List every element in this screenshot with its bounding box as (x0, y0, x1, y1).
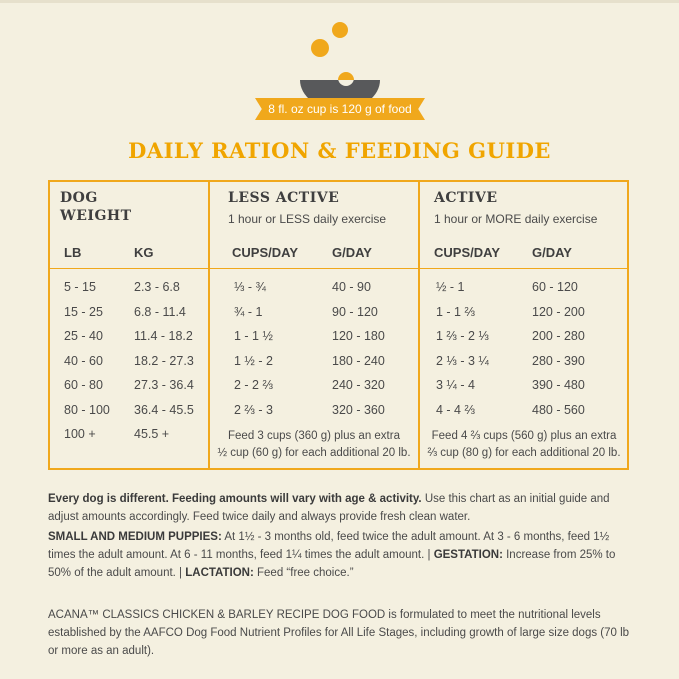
page-title: DAILY RATION & FEEDING GUIDE (128, 138, 551, 163)
bold-text: LACTATION: (185, 567, 254, 579)
table-cell: 36.4 - 45.5 (134, 402, 194, 417)
note-line: Feed 4 ⅔ cups (560 g) plus an extra (431, 430, 617, 442)
text: Use this chart as an initial guide and a… (48, 493, 610, 523)
table-cell: 2 ⅔ - 3 (234, 402, 273, 417)
note-line: ½ cup (60 g) for each additional 20 lb. (217, 447, 411, 459)
column-divider (418, 182, 420, 468)
table-cell: 11.4 - 18.2 (134, 329, 193, 343)
table-cell: 15 - 25 (64, 304, 103, 319)
active-cups-header: CUPS/DAY (434, 245, 500, 260)
table-cell: 200 - 280 (532, 329, 585, 343)
puppy-gestation-guidance: SMALL AND MEDIUM PUPPIES: At 1½ - 3 mont… (48, 528, 638, 582)
header-divider (50, 268, 627, 269)
bold-text: GESTATION: (433, 549, 503, 561)
table-cell: 45.5 + (134, 427, 170, 441)
bold-text: SMALL AND MEDIUM PUPPIES: (48, 531, 222, 543)
bowl-with-kibble-icon (300, 22, 380, 98)
active-note: Feed 4 ⅔ cups (560 g) plus an extra ⅔ cu… (420, 428, 628, 462)
table-cell: 480 - 560 (532, 402, 585, 417)
less-cups-header: CUPS/DAY (232, 245, 298, 260)
table-cell: 40 - 90 (332, 280, 371, 294)
column-divider (208, 182, 210, 468)
table-cell: 1 ⅔ - 2 ⅓ (436, 329, 489, 343)
text: At 1½ - 3 months old, feed twice the adu… (48, 531, 610, 561)
table-cell: 60 - 120 (532, 280, 578, 294)
table-cell: 25 - 40 (64, 329, 103, 343)
active-subtitle: 1 hour or MORE daily exercise (434, 212, 598, 226)
table-cell: 27.3 - 36.4 (134, 378, 194, 392)
table-cell: 320 - 360 (332, 402, 385, 417)
less-active-note: Feed 3 cups (360 g) plus an extra ½ cup … (210, 428, 418, 462)
kg-header: KG (134, 245, 154, 260)
table-cell: ½ - 1 (436, 280, 465, 294)
table-cell: 90 - 120 (332, 304, 378, 319)
table-cell: 18.2 - 27.3 (134, 353, 194, 368)
less-active-title: LESS ACTIVE (228, 190, 340, 206)
table-cell: 3 ¼ - 4 (436, 378, 475, 392)
table-cell: 180 - 240 (332, 353, 385, 368)
general-guidance: Every dog is different. Feeding amounts … (48, 490, 638, 526)
table-cell: 1 - 1 ⅔ (436, 304, 475, 319)
less-active-subtitle: 1 hour or LESS daily exercise (228, 212, 387, 226)
table-cell: 120 - 200 (532, 304, 585, 319)
less-g-header: G/DAY (332, 245, 372, 260)
table-cell: 2 - 2 ⅔ (234, 378, 273, 392)
text: Increase from 25% to 50% of the adult am… (48, 549, 616, 579)
table-cell: ⅓ - ¾ (234, 280, 266, 294)
table-cell: 280 - 390 (532, 353, 585, 368)
active-title: ACTIVE (434, 190, 498, 206)
table-cell: 80 - 100 (64, 402, 110, 417)
table-cell: 40 - 60 (64, 353, 103, 368)
table-cell: 390 - 480 (532, 378, 585, 392)
feeding-table: DOG WEIGHT LESS ACTIVE 1 hour or LESS da… (48, 180, 629, 470)
note-line: Feed 3 cups (360 g) plus an extra (228, 430, 400, 442)
text: Feed “free choice.” (253, 567, 354, 579)
table-cell: 2.3 - 6.8 (134, 280, 180, 294)
top-divider (0, 0, 679, 3)
table-cell: 100 + (64, 427, 96, 441)
dog-weight-title: DOG (60, 190, 98, 206)
cup-size-banner: 8 fl. oz cup is 120 g of food (255, 98, 425, 120)
table-cell: 1 - 1 ½ (234, 329, 273, 343)
dog-weight-title-2: WEIGHT (60, 208, 132, 224)
note-line: ⅔ cup (80 g) for each additional 20 lb. (427, 447, 621, 459)
aafco-statement: ACANA™ CLASSICS CHICKEN & BARLEY RECIPE … (48, 609, 630, 657)
active-g-header: G/DAY (532, 245, 572, 260)
table-cell: 240 - 320 (332, 378, 385, 392)
table-cell: 6.8 - 11.4 (134, 304, 186, 319)
table-cell: ¾ - 1 (234, 304, 263, 319)
bold-text: Every dog is different. Feeding amounts … (48, 493, 422, 505)
table-cell: 4 - 4 ⅔ (436, 402, 475, 417)
table-cell: 120 - 180 (332, 329, 385, 343)
table-cell: 1 ½ - 2 (234, 353, 273, 368)
table-cell: 2 ⅓ - 3 ¼ (436, 353, 489, 368)
table-cell: 5 - 15 (64, 280, 96, 294)
table-cell: 60 - 80 (64, 378, 103, 392)
lb-header: LB (64, 245, 82, 260)
